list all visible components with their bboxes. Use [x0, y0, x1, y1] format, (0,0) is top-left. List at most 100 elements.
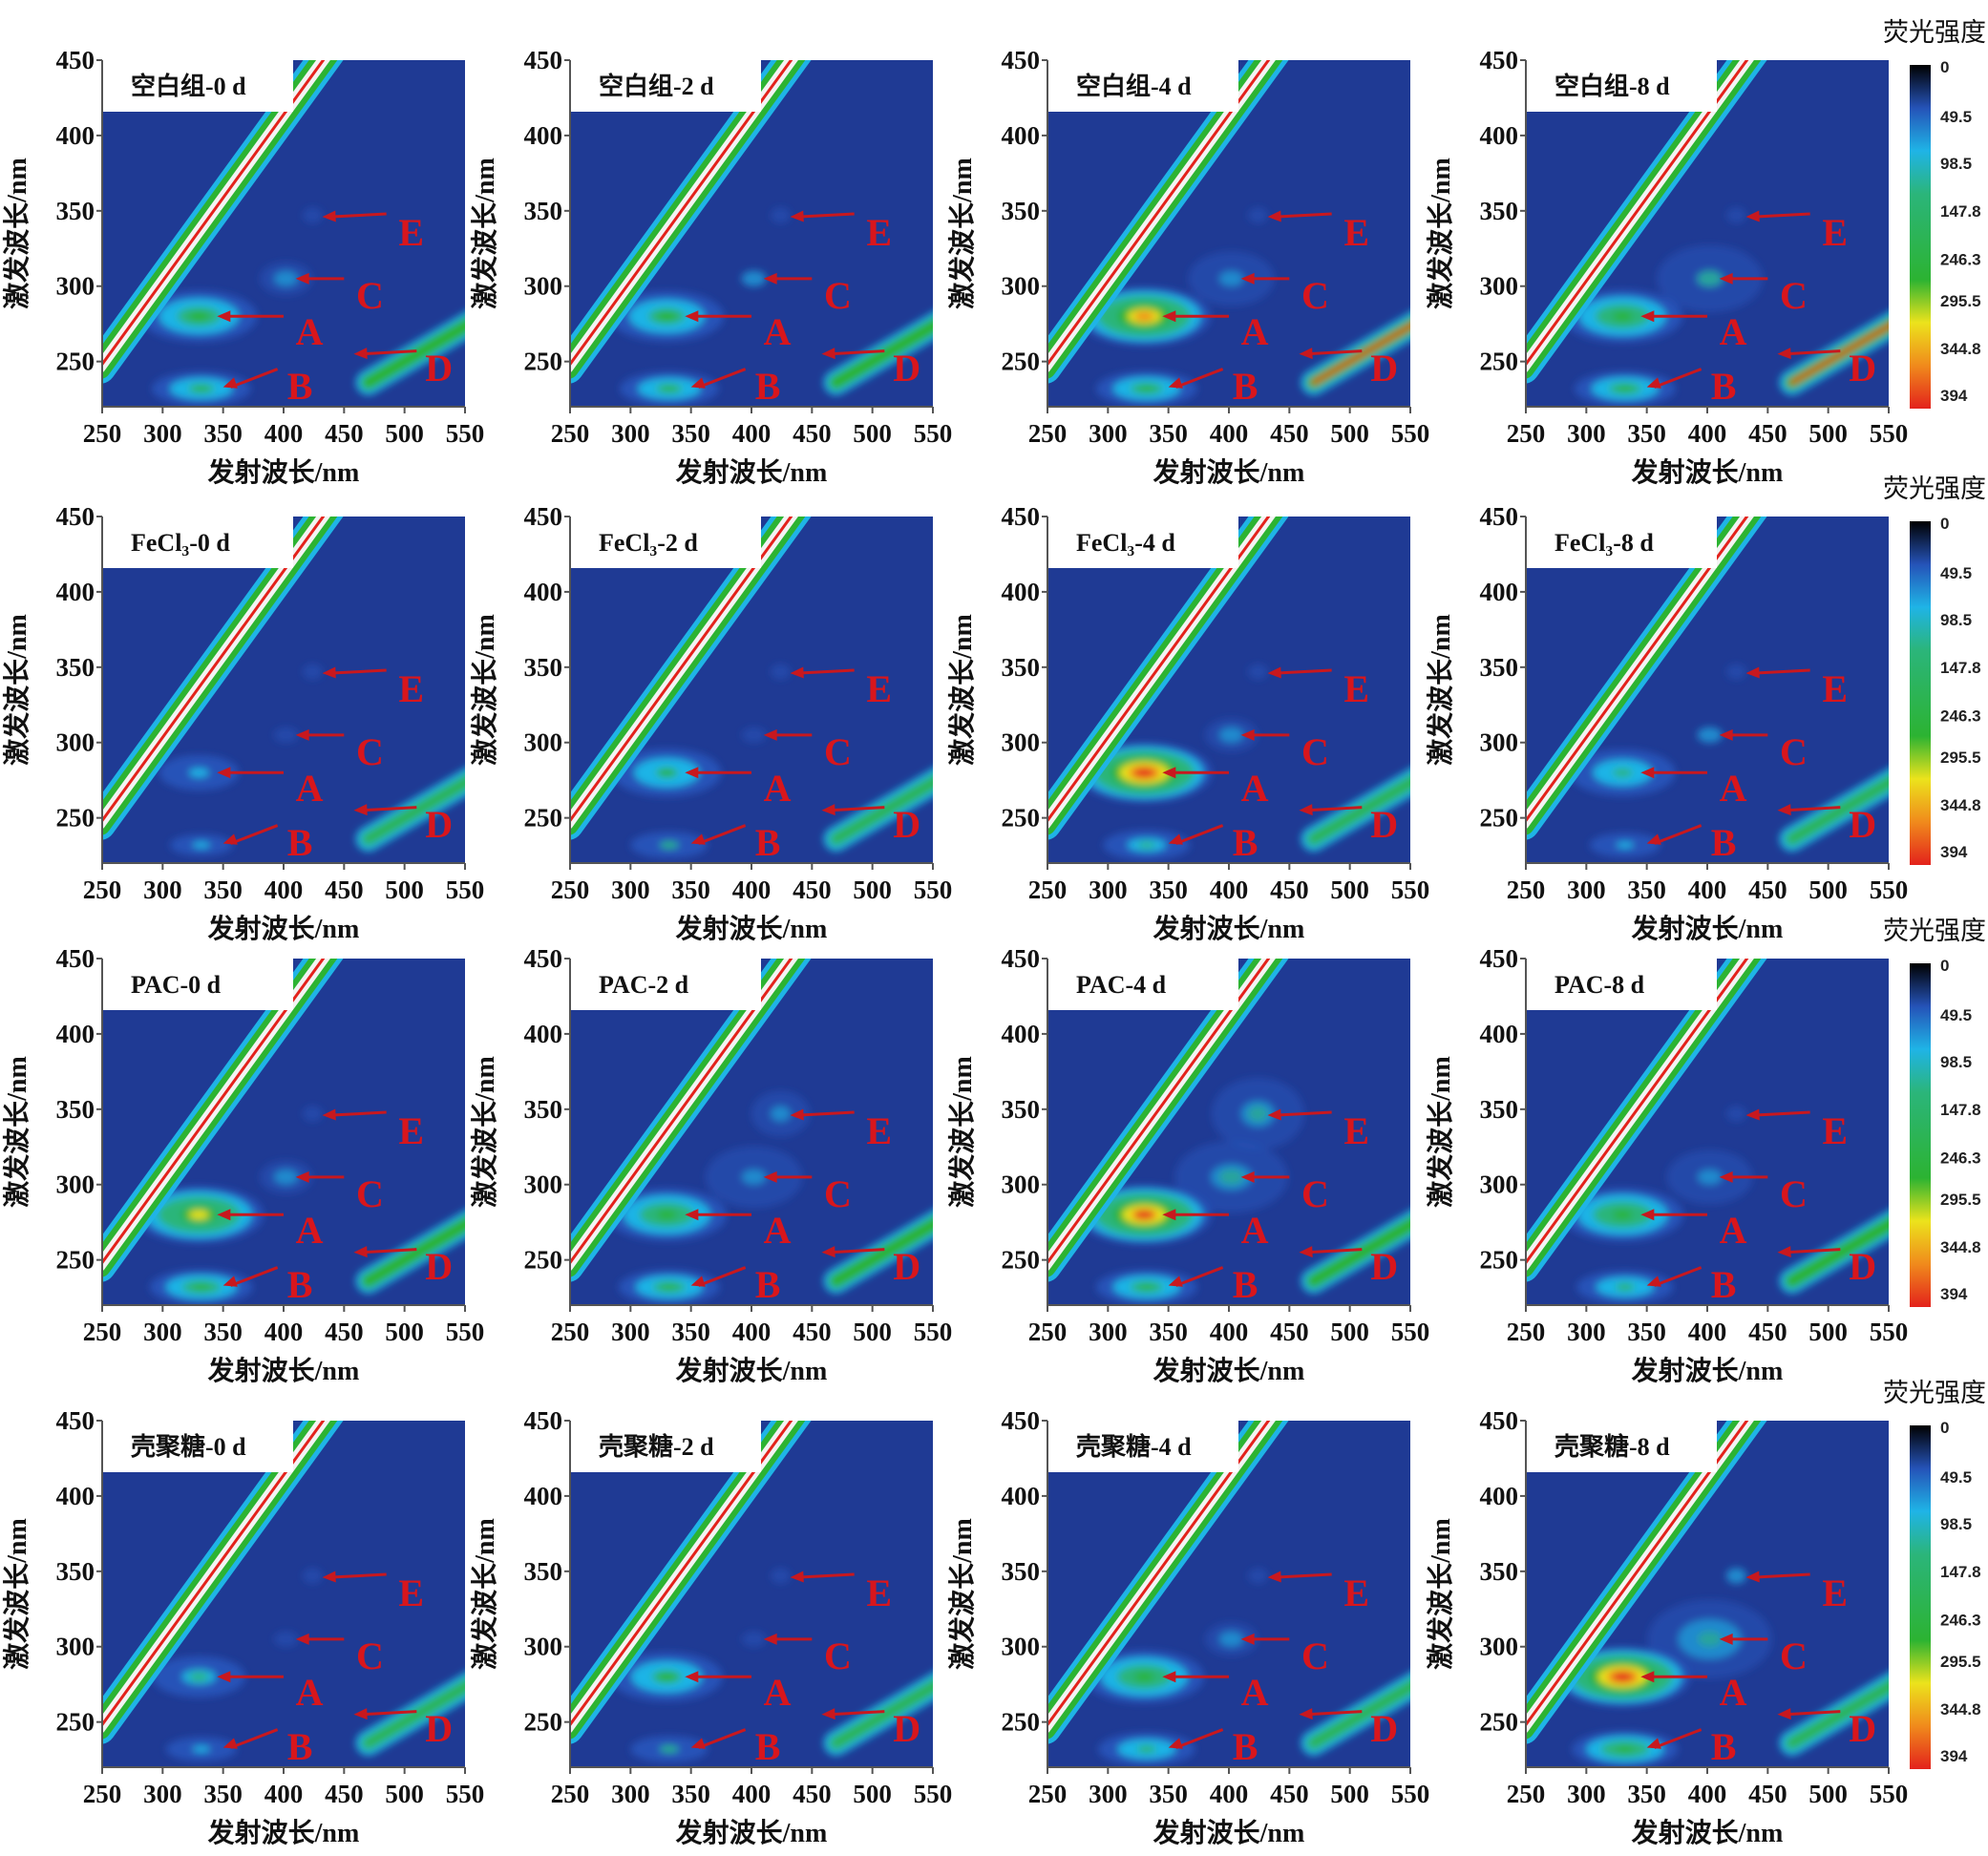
arrowhead-C: [1719, 272, 1733, 285]
peak-A-contour: [1133, 1672, 1154, 1681]
contour-area: [1047, 517, 1410, 860]
colorbar-title: 荧光强度: [1883, 475, 1986, 504]
peak-label-C: C: [356, 274, 384, 317]
peak-B-contour: [192, 1745, 211, 1753]
arrow-D: [1306, 806, 1363, 812]
arrowhead-C: [1719, 1633, 1733, 1645]
panel-10: PAC-2 d AB CD E 250 300 350 400 450 500 550 250 300 3…: [469, 944, 952, 1386]
peak-label-D: D: [1370, 347, 1398, 390]
peak-E-contour: [770, 664, 791, 680]
peak-E-contour: [302, 207, 323, 223]
arrowhead-C: [1240, 272, 1255, 285]
arrowhead-A: [217, 1209, 231, 1221]
arrowhead-E: [322, 1108, 336, 1121]
second-order-scatter-band: [834, 1221, 933, 1284]
peak-label-C: C: [1301, 1172, 1329, 1215]
colorbar-tick-label: 344.8: [1940, 1238, 1981, 1256]
arrowhead-A: [1640, 1671, 1655, 1683]
x-tick-label: 550: [446, 1780, 485, 1808]
colorbar-gradient-bar: [1910, 521, 1931, 865]
peak-label-A: A: [296, 1671, 324, 1714]
y-tick-label: 250: [1480, 804, 1519, 833]
panel-title: 空白组-2 d: [599, 72, 714, 100]
rayleigh-scatter-band: [102, 1421, 326, 1728]
y-tick-label: 250: [56, 348, 95, 376]
x-axis-title: 发射波长/nm: [675, 913, 828, 944]
y-tick-label: 350: [1480, 197, 1519, 225]
peak-C-contour: [1218, 1631, 1244, 1647]
arrowhead-D: [353, 1246, 368, 1258]
title-box: [102, 957, 293, 1010]
x-tick-label: 550: [446, 875, 485, 904]
x-tick-label: 500: [1330, 1780, 1369, 1808]
x-tick-label: 350: [1627, 875, 1666, 904]
x-tick-label: 250: [83, 875, 122, 904]
colorbar-tick-label: 49.5: [1940, 108, 1972, 126]
arrowhead-C: [1719, 1171, 1733, 1183]
arrowhead-D: [821, 1708, 835, 1720]
y-tick-label: 400: [56, 578, 95, 606]
contour-area: [102, 60, 465, 406]
peak-label-D: D: [1370, 1707, 1398, 1750]
arrowhead-A: [217, 767, 231, 779]
x-tick-label: 350: [203, 419, 243, 448]
arrow-D: [1785, 1248, 1841, 1255]
panel-title: FeCl₃-8 d: [1554, 529, 1654, 557]
y-tick-label: 250: [1480, 348, 1519, 376]
arrowhead-C: [763, 272, 777, 285]
x-tick-label: 350: [1149, 875, 1188, 904]
peak-label-D: D: [1849, 1707, 1876, 1750]
x-tick-label: 250: [1507, 419, 1546, 448]
x-tick-label: 450: [325, 419, 364, 448]
peak-E-contour: [1725, 1568, 1746, 1584]
panel-title: FeCl₃-0 d: [131, 529, 230, 557]
arrowhead-B: [690, 377, 706, 389]
x-tick-label: 350: [1149, 419, 1188, 448]
peak-label-B: B: [1711, 1263, 1737, 1306]
colorbar-tick-label: 246.3: [1940, 1612, 1981, 1630]
colorbar-tick-label: 0: [1940, 1419, 1949, 1437]
panel-14: 壳聚糖-2 d AB CD E 250 300 350 400 450 500 550 250 300 3…: [469, 1406, 952, 1848]
arrow-D: [361, 806, 417, 812]
x-tick-label: 500: [853, 1780, 892, 1808]
x-tick-label: 250: [1507, 875, 1546, 904]
peak-A-contour: [1612, 1210, 1633, 1219]
x-tick-label: 500: [1330, 1318, 1369, 1346]
colorbar-tick-label: 147.8: [1940, 202, 1981, 221]
panel-11: PAC-4 d AB CD E 250 300 350 400 450 500 550 250 300 3…: [946, 944, 1429, 1386]
x-tick-label: 300: [1567, 1318, 1606, 1346]
x-tick-label: 500: [385, 875, 424, 904]
y-axis-title: 激发波长/nm: [469, 1056, 500, 1208]
x-tick-label: 450: [1270, 875, 1309, 904]
peak-label-C: C: [1780, 1635, 1808, 1677]
x-tick-label: 550: [446, 1318, 485, 1346]
x-tick-label: 300: [611, 875, 650, 904]
panel-8: FeCl₃-8 d AB CD E 250 300 350 400 450 500 550 250 30…: [1425, 502, 1908, 944]
second-order-scatter-band: [366, 1221, 465, 1284]
second-order-scatter-band: [834, 323, 933, 386]
x-tick-label: 550: [1391, 1780, 1430, 1808]
peak-label-C: C: [1301, 274, 1329, 317]
x-tick-label: 500: [1330, 875, 1369, 904]
x-axis-title: 发射波长/nm: [207, 1817, 360, 1848]
rayleigh-scatter-band: [102, 517, 326, 824]
y-axis-title: 激发波长/nm: [1425, 614, 1456, 766]
x-tick-label: 550: [1870, 419, 1909, 448]
peak-label-B: B: [755, 365, 781, 408]
panel-2: 空白组-2 d AB CD E 250 300 350 400 450 500 550 250 300 3…: [469, 46, 952, 488]
colorbar-tick-label: 49.5: [1940, 1468, 1972, 1487]
panel-title: PAC-8 d: [1554, 971, 1645, 999]
arrowhead-D: [1299, 804, 1313, 816]
colorbar-tick-label: 0: [1940, 58, 1949, 76]
x-tick-label: 350: [671, 875, 710, 904]
rayleigh-scatter-band: [1526, 60, 1749, 368]
y-tick-label: 250: [56, 1708, 95, 1737]
arrow-D: [361, 1710, 417, 1717]
arrowhead-B: [1646, 833, 1661, 845]
panel-4: 空白组-8 d AB CD E 250 300 350 400 450 500 550 250 300 3…: [1425, 46, 1908, 488]
arrow-E: [1753, 212, 1810, 219]
x-tick-label: 300: [611, 419, 650, 448]
peak-label-A: A: [1720, 310, 1747, 353]
arrowhead-C: [763, 1633, 777, 1645]
second-order-scatter-band: [1789, 1683, 1889, 1746]
